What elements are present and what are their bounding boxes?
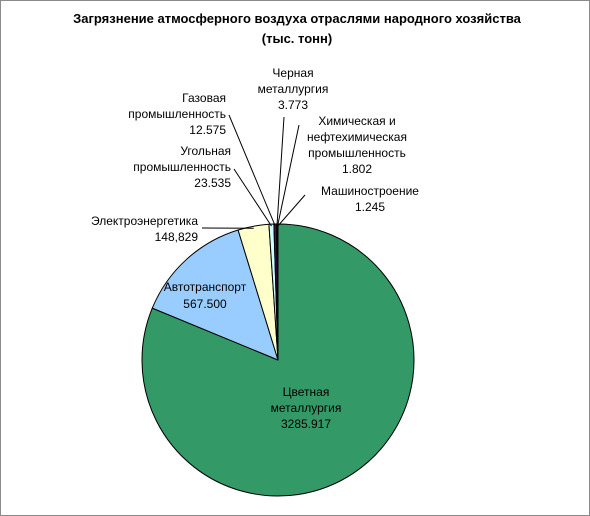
- slice-value-label: 148,829: [155, 230, 199, 244]
- slice-автотранспорт: [151, 229, 279, 361]
- slice-name-label: промышленность: [128, 107, 226, 121]
- slice-name-label: металлургия: [271, 401, 342, 415]
- label-газовая-промышленность: Газовая промышленность 12.575: [128, 91, 226, 137]
- slice-value-label: 12.575: [189, 123, 226, 137]
- leader-line-химическая-и-нефтехимическая-промышленность: [277, 124, 300, 227]
- slice-value-label: 1.245: [355, 200, 385, 214]
- slice-value-label: 23.535: [194, 176, 231, 190]
- label-черная-металлургия: Черная металлургия 3.773: [258, 66, 329, 112]
- label-химическая-и-нефтехимическая-промышленность: Химическая и нефтехимическая промышленност…: [307, 114, 407, 176]
- slice-value-label: 1.802: [342, 162, 372, 176]
- slice-name-label: Автотранспорт: [164, 280, 247, 294]
- label-цветная-металлургия: Цветная металлургия 3285.917: [271, 385, 342, 431]
- leader-line-черная-металлургия: [276, 116, 285, 227]
- slice-name-label: промышленность: [308, 146, 406, 160]
- chart-subtitle: (тыс. тонн): [262, 31, 332, 46]
- label-электроэнергетика: Электроэнергетика 148,829: [91, 214, 198, 244]
- slice-name-label: Химическая и: [318, 114, 395, 128]
- slice-name-label: Цветная: [283, 385, 330, 399]
- slice-value-label: 3.773: [278, 98, 308, 112]
- slices-layer: [141, 223, 415, 497]
- leader-line-газовая-промышленность: [228, 114, 276, 227]
- slice-name-label: нефтехимическая: [307, 130, 407, 144]
- label-автотранспорт: Автотранспорт 567.500: [164, 280, 247, 311]
- slice-name-label: Газовая: [182, 91, 226, 105]
- chart-title: Загрязнение атмосферного воздуха отрасля…: [73, 11, 522, 26]
- slice-value-label: 3285.917: [281, 417, 331, 431]
- leader-line-машиностроение: [277, 194, 306, 227]
- slice-value-label: 567.500: [183, 297, 227, 311]
- slice-labels: Цветная металлургия 3285.917 Автотранспорт 5…: [91, 66, 419, 431]
- leader-line-угольная-промышленность: [233, 168, 272, 227]
- slice-name-label: Машиностроение: [321, 184, 419, 198]
- label-машиностроение: Машиностроение 1.245: [321, 184, 419, 214]
- label-угольная-промышленность: Угольная промышленность 23.535: [133, 144, 231, 190]
- slice-name-label: Черная: [272, 66, 313, 80]
- slice-name-label: промышленность: [133, 160, 231, 174]
- slice-name-label: Угольная: [180, 144, 231, 158]
- slice-name-label: Электроэнергетика: [91, 214, 198, 228]
- leader-lines: [201, 114, 306, 229]
- slice-name-label: металлургия: [258, 82, 329, 96]
